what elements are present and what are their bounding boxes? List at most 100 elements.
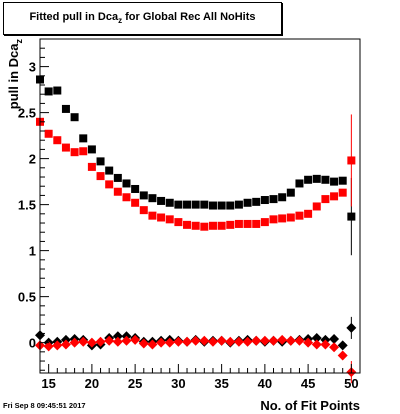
- data-point-square: [157, 196, 166, 205]
- data-point-square: [61, 143, 70, 152]
- x-tick-label: 50: [344, 376, 358, 391]
- data-point-square: [217, 221, 226, 230]
- data-point-square: [304, 175, 313, 184]
- data-point-square: [347, 156, 356, 165]
- data-point-diamond: [182, 336, 193, 347]
- data-point-diamond: [242, 336, 253, 347]
- data-point-square: [183, 200, 192, 209]
- data-point-diamond: [112, 336, 123, 347]
- data-point-diamond: [43, 341, 54, 352]
- data-point-square: [165, 198, 174, 207]
- data-point-diamond: [329, 342, 340, 353]
- data-point-square: [243, 219, 252, 228]
- data-point-square: [321, 195, 330, 204]
- data-point-diamond: [190, 335, 201, 346]
- data-point-square: [312, 174, 321, 183]
- data-point-square: [295, 179, 304, 188]
- data-markers: [35, 75, 357, 378]
- data-point-square: [122, 193, 131, 202]
- data-point-diamond: [225, 336, 236, 347]
- data-point-diamond: [294, 335, 305, 346]
- data-point-diamond: [329, 333, 340, 344]
- data-point-square: [252, 197, 261, 206]
- title-suffix: for Global Rec All NoHits: [122, 11, 256, 24]
- data-point-square: [321, 175, 330, 184]
- data-point-square: [61, 104, 70, 113]
- data-point-diamond: [233, 336, 244, 347]
- data-point-diamond: [156, 337, 167, 348]
- data-point-diamond: [311, 333, 322, 344]
- data-point-square: [286, 188, 295, 197]
- data-point-square: [174, 200, 183, 209]
- y-tick-label: 2.5: [18, 106, 36, 121]
- data-point-square: [191, 221, 200, 230]
- data-point-square: [312, 202, 321, 211]
- data-point-diamond: [130, 334, 141, 345]
- data-point-square: [226, 220, 235, 229]
- data-point-square: [79, 147, 88, 156]
- data-point-square: [105, 166, 114, 175]
- data-point-square: [157, 213, 166, 222]
- data-point-diamond: [121, 335, 132, 346]
- data-point-diamond: [112, 331, 123, 342]
- data-point-diamond: [78, 336, 89, 347]
- data-point-square: [148, 194, 157, 203]
- data-point-square: [131, 184, 140, 193]
- data-point-square: [200, 200, 209, 209]
- data-point-square: [79, 134, 88, 143]
- data-point-square: [191, 200, 200, 209]
- y-axis-label: pull in Dcaz: [6, 39, 24, 110]
- data-point-square: [252, 219, 261, 228]
- x-tick-label: 30: [171, 376, 185, 391]
- data-point-square: [139, 206, 148, 215]
- x-axis-tick-labels: 15 20 25 30 35 40 45 50: [41, 376, 358, 391]
- y-tick-label: 1: [29, 244, 36, 259]
- data-point-diamond: [277, 334, 288, 345]
- data-point-square: [87, 162, 96, 171]
- data-point-diamond: [60, 339, 71, 350]
- data-point-square: [338, 188, 347, 197]
- data-point-square: [87, 145, 96, 154]
- data-point-square: [165, 215, 174, 224]
- plot-frame: [39, 38, 361, 374]
- data-point-square: [44, 129, 53, 138]
- data-point-square: [234, 219, 243, 228]
- data-point-diamond: [86, 337, 97, 348]
- data-point-square: [278, 193, 287, 202]
- data-point-diamond: [147, 339, 158, 350]
- data-point-square: [304, 209, 313, 218]
- data-point-square: [260, 196, 269, 205]
- data-point-diamond: [346, 322, 357, 333]
- data-point-diamond: [311, 339, 322, 350]
- data-point-square: [269, 195, 278, 204]
- y-tick-label: 1.5: [18, 198, 36, 213]
- data-point-square: [208, 221, 217, 230]
- data-point-square: [200, 222, 209, 231]
- data-point-square: [286, 213, 295, 222]
- x-axis-label: No. of Fit Points: [260, 398, 360, 413]
- data-point-diamond: [337, 340, 348, 351]
- data-point-diamond: [216, 335, 227, 346]
- title-prefix: Fitted pull in Dca: [29, 11, 119, 24]
- y-tick-label: 2: [29, 152, 36, 167]
- data-point-square: [208, 201, 217, 210]
- data-point-square: [105, 180, 114, 189]
- data-point-diamond: [285, 335, 296, 346]
- data-point-diamond: [268, 335, 279, 346]
- data-point-square: [260, 218, 269, 227]
- data-point-diamond: [138, 338, 149, 349]
- y-tick-label: 3: [29, 60, 36, 75]
- y-tick-label: 0: [29, 336, 36, 351]
- data-point-square: [226, 201, 235, 210]
- x-tick-label: 35: [214, 376, 228, 391]
- chart-title: Fitted pull in Dcaz for Global Rec All N…: [29, 11, 255, 25]
- data-point-diamond: [320, 339, 331, 350]
- data-point-diamond: [199, 335, 210, 346]
- data-point-square: [44, 87, 53, 96]
- x-tick-label: 15: [41, 376, 55, 391]
- data-point-square: [122, 179, 131, 188]
- data-point-square: [53, 86, 62, 95]
- data-point-diamond: [69, 337, 80, 348]
- data-point-square: [183, 220, 192, 229]
